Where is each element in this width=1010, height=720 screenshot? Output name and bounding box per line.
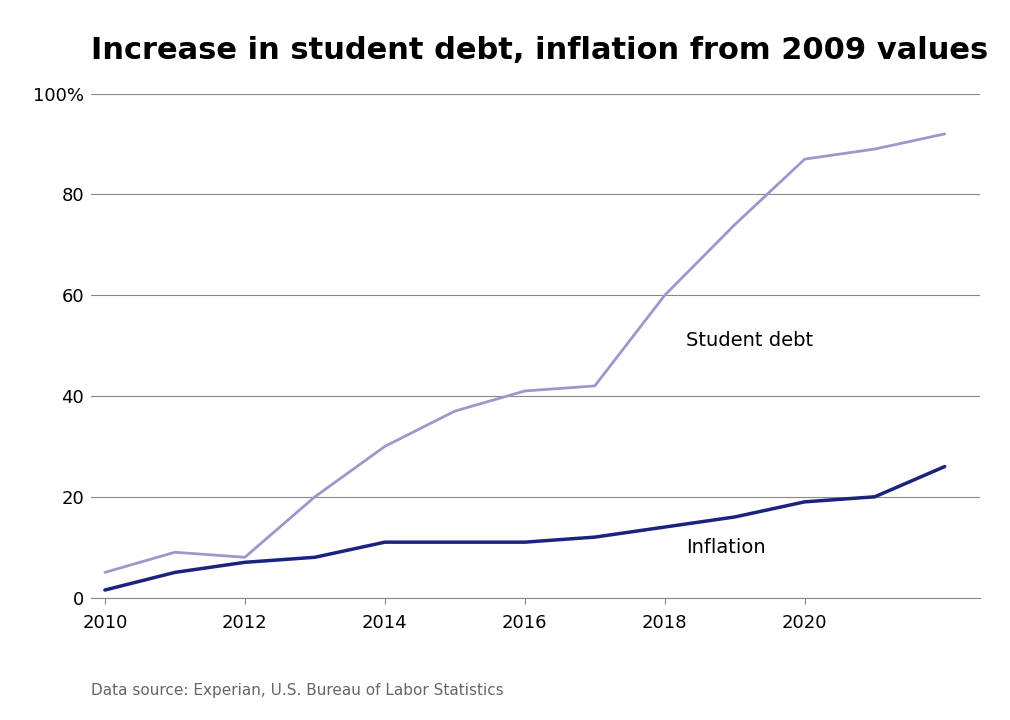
Text: Inflation: Inflation [686, 538, 766, 557]
Text: Student debt: Student debt [686, 331, 813, 350]
Text: Increase in student debt, inflation from 2009 values: Increase in student debt, inflation from… [91, 36, 988, 65]
Text: Data source: Experian, U.S. Bureau of Labor Statistics: Data source: Experian, U.S. Bureau of La… [91, 683, 504, 698]
